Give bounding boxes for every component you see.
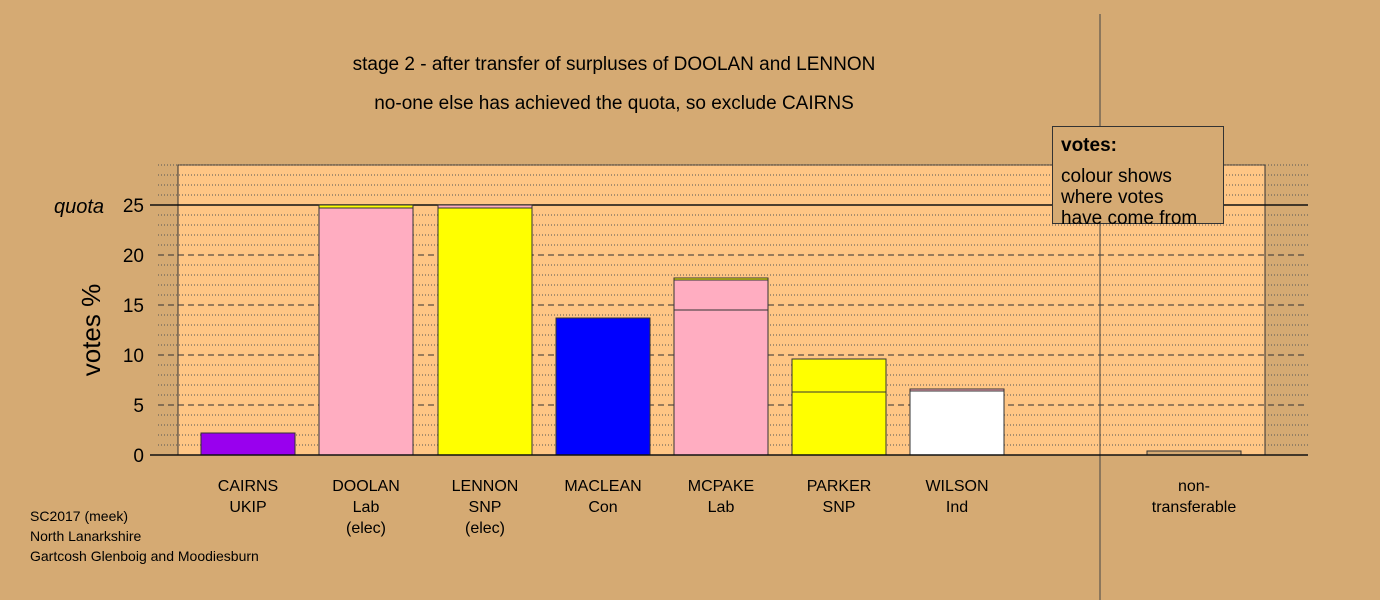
x-label-mcpake: MCPAKE (688, 478, 754, 495)
legend-line-3: have come from (1061, 208, 1198, 229)
bar-segment (673, 279, 769, 311)
x-label-cairns: CAIRNS (218, 478, 278, 495)
chart-subtitle: no-one else has achieved the quota, so e… (374, 93, 854, 114)
bar-segment (318, 204, 414, 209)
x-label-nontransferable: transferable (1152, 499, 1237, 516)
x-label-maclean: Con (588, 499, 617, 516)
bar-maclean (555, 317, 651, 456)
x-label-doolan: DOOLAN (332, 478, 400, 495)
bar-segment (673, 309, 769, 456)
bar-segment (555, 317, 651, 456)
bar-segment (318, 207, 414, 456)
footnote-election: SC2017 (meek) (30, 508, 129, 524)
x-label-cairns: UKIP (229, 499, 266, 516)
bar-lennon (437, 204, 533, 456)
x-label-wilson: Ind (946, 499, 968, 516)
legend-line-1: colour shows (1061, 166, 1172, 187)
bar-segment (200, 432, 296, 456)
x-label-wilson: WILSON (925, 478, 988, 495)
bar-doolan (318, 204, 414, 456)
y-tick-label: 25 (123, 196, 144, 217)
footnote-council: North Lanarkshire (30, 528, 142, 544)
bar-cairns (200, 432, 296, 456)
y-tick-label: 15 (123, 296, 144, 317)
x-label-doolan: Lab (353, 499, 380, 516)
y-axis-label: votes % (76, 284, 106, 377)
bar-segment (791, 391, 887, 456)
x-label-lennon: SNP (469, 499, 502, 516)
y-tick-label: 5 (133, 396, 144, 417)
legend-box: votes: colour shows where votes have com… (1052, 126, 1224, 229)
x-label-lennon: (elec) (465, 520, 505, 537)
bar-segment (437, 207, 533, 456)
x-label-maclean: MACLEAN (564, 478, 641, 495)
y-tick-label: 20 (123, 246, 144, 267)
x-label-parker: SNP (823, 499, 856, 516)
y-tick-label: 0 (133, 446, 144, 467)
x-label-parker: PARKER (807, 478, 872, 495)
bar-wilson (909, 388, 1005, 456)
legend-line-2: where votes (1061, 187, 1164, 208)
footnote-ward: Gartcosh Glenboig and Moodiesburn (30, 548, 259, 564)
x-label-mcpake: Lab (708, 499, 735, 516)
legend-heading: votes: (1061, 135, 1117, 156)
bar-segment (437, 204, 533, 209)
bar-mcpake (673, 277, 769, 456)
x-label-nontransferable: non- (1178, 478, 1210, 495)
y-tick-label: 10 (123, 346, 144, 367)
x-label-doolan: (elec) (346, 520, 386, 537)
bar-segment (909, 390, 1005, 456)
chart-title: stage 2 - after transfer of surpluses of… (352, 54, 876, 75)
bar-segment (673, 277, 769, 281)
bar-segment (909, 388, 1005, 392)
bar-parker (791, 358, 887, 456)
bar-segment (791, 358, 887, 393)
x-label-lennon: LENNON (452, 478, 519, 495)
quota-label: quota (54, 196, 104, 218)
